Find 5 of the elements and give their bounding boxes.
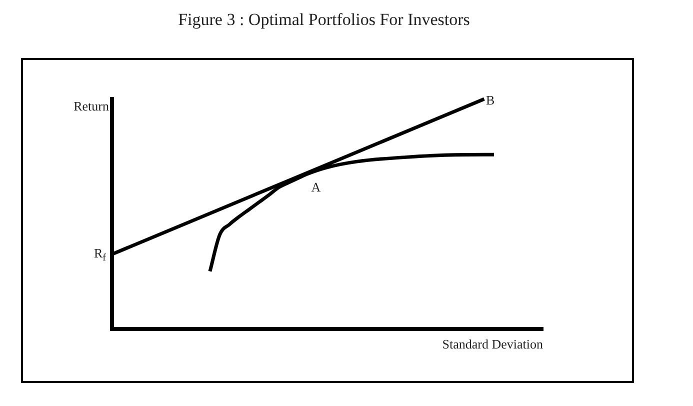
x-axis-title: Standard Deviation [442,336,544,352]
annotation: B [486,92,495,108]
chart-title: Figure 3 : Optimal Portfolios For Investors [177,10,471,30]
y-axis-title: Return [74,98,110,114]
annotation: A [311,179,322,194]
